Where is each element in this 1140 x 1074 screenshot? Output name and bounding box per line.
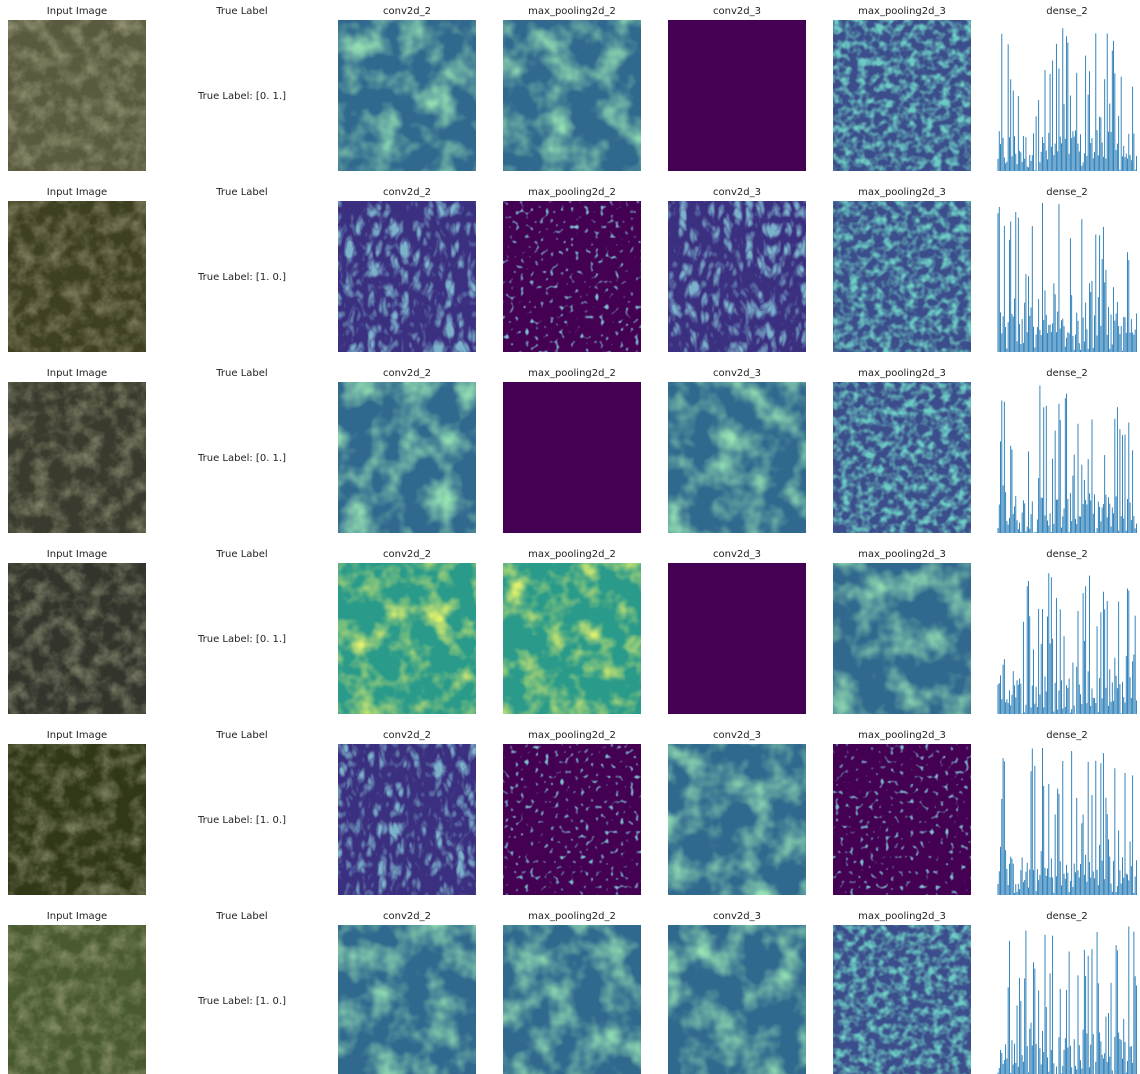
input-texture (8, 20, 146, 171)
panel-title: Input Image (47, 730, 107, 741)
panel-title: max_pooling2d_2 (528, 911, 616, 922)
feature-map (503, 382, 641, 533)
panel-title: conv2d_3 (713, 187, 761, 198)
panel-title: max_pooling2d_2 (528, 187, 616, 198)
panel-title: Input Image (47, 549, 107, 560)
panel-title: max_pooling2d_2 (528, 730, 616, 741)
label-text: True Label: [0. 1.] (197, 634, 286, 645)
input-texture (8, 563, 146, 714)
panel-title: max_pooling2d_3 (858, 730, 946, 741)
panel-title: conv2d_2 (383, 187, 431, 198)
feature-texture (668, 382, 806, 533)
feature-texture (833, 20, 971, 171)
feature-texture (338, 563, 476, 714)
feature-texture (338, 925, 476, 1074)
input-texture (8, 382, 146, 533)
feature-texture (503, 20, 641, 171)
feature-texture (338, 382, 476, 533)
panel-title: dense_2 (1046, 187, 1088, 198)
feature-texture (503, 563, 641, 714)
panel-title: dense_2 (1046, 6, 1088, 17)
input-texture (8, 925, 146, 1074)
panel-title: conv2d_3 (713, 6, 761, 17)
figure: Input Image True Label True Label: [0. 1.]… (0, 0, 1140, 1074)
feature-texture (503, 925, 641, 1074)
label-text: True Label: [0. 1.] (197, 91, 286, 102)
panel-title: max_pooling2d_2 (528, 368, 616, 379)
feature-texture (668, 201, 806, 352)
feature-texture (833, 744, 971, 895)
feature-texture (338, 20, 476, 171)
panel-title: True Label (215, 6, 267, 17)
panel-title: Input Image (47, 6, 107, 17)
input-texture (8, 744, 146, 895)
panel-title: dense_2 (1046, 549, 1088, 560)
feature-texture (833, 201, 971, 352)
panel-title: conv2d_2 (383, 6, 431, 17)
panel-title: max_pooling2d_2 (528, 6, 616, 17)
feature-map (668, 563, 806, 714)
feature-texture (338, 744, 476, 895)
panel-title: conv2d_3 (713, 730, 761, 741)
panel-title: True Label (215, 911, 267, 922)
feature-map (668, 20, 806, 171)
panel-title: max_pooling2d_3 (858, 549, 946, 560)
panel-title: True Label (215, 549, 267, 560)
panel-title: dense_2 (1046, 730, 1088, 741)
panel-title: max_pooling2d_3 (858, 6, 946, 17)
panel-title: dense_2 (1046, 368, 1088, 379)
label-text: True Label: [0. 1.] (197, 453, 286, 464)
panel-title: conv2d_3 (713, 368, 761, 379)
panel-title: max_pooling2d_3 (858, 368, 946, 379)
panel-title: True Label (215, 187, 267, 198)
feature-texture (338, 201, 476, 352)
panel-title: conv2d_3 (713, 911, 761, 922)
panel-title: max_pooling2d_3 (858, 187, 946, 198)
feature-texture (503, 744, 641, 895)
panel-title: dense_2 (1046, 911, 1088, 922)
feature-texture (668, 925, 806, 1074)
panel-title: Input Image (47, 187, 107, 198)
panel-title: max_pooling2d_2 (528, 549, 616, 560)
label-text: True Label: [1. 0.] (197, 272, 286, 283)
panel-title: max_pooling2d_3 (858, 911, 946, 922)
panel-title: conv2d_2 (383, 911, 431, 922)
panel-title: conv2d_2 (383, 730, 431, 741)
panel-title: conv2d_2 (383, 368, 431, 379)
input-texture (8, 201, 146, 352)
panel-title: True Label (215, 730, 267, 741)
label-text: True Label: [1. 0.] (197, 996, 286, 1007)
feature-texture (833, 925, 971, 1074)
label-text: True Label: [1. 0.] (197, 815, 286, 826)
feature-texture (833, 563, 971, 714)
panel-title: Input Image (47, 911, 107, 922)
panel-title: conv2d_3 (713, 549, 761, 560)
panel-title: Input Image (47, 368, 107, 379)
feature-texture (668, 744, 806, 895)
feature-texture (833, 382, 971, 533)
feature-texture (503, 201, 641, 352)
panel-title: conv2d_2 (383, 549, 431, 560)
panel-title: True Label (215, 368, 267, 379)
